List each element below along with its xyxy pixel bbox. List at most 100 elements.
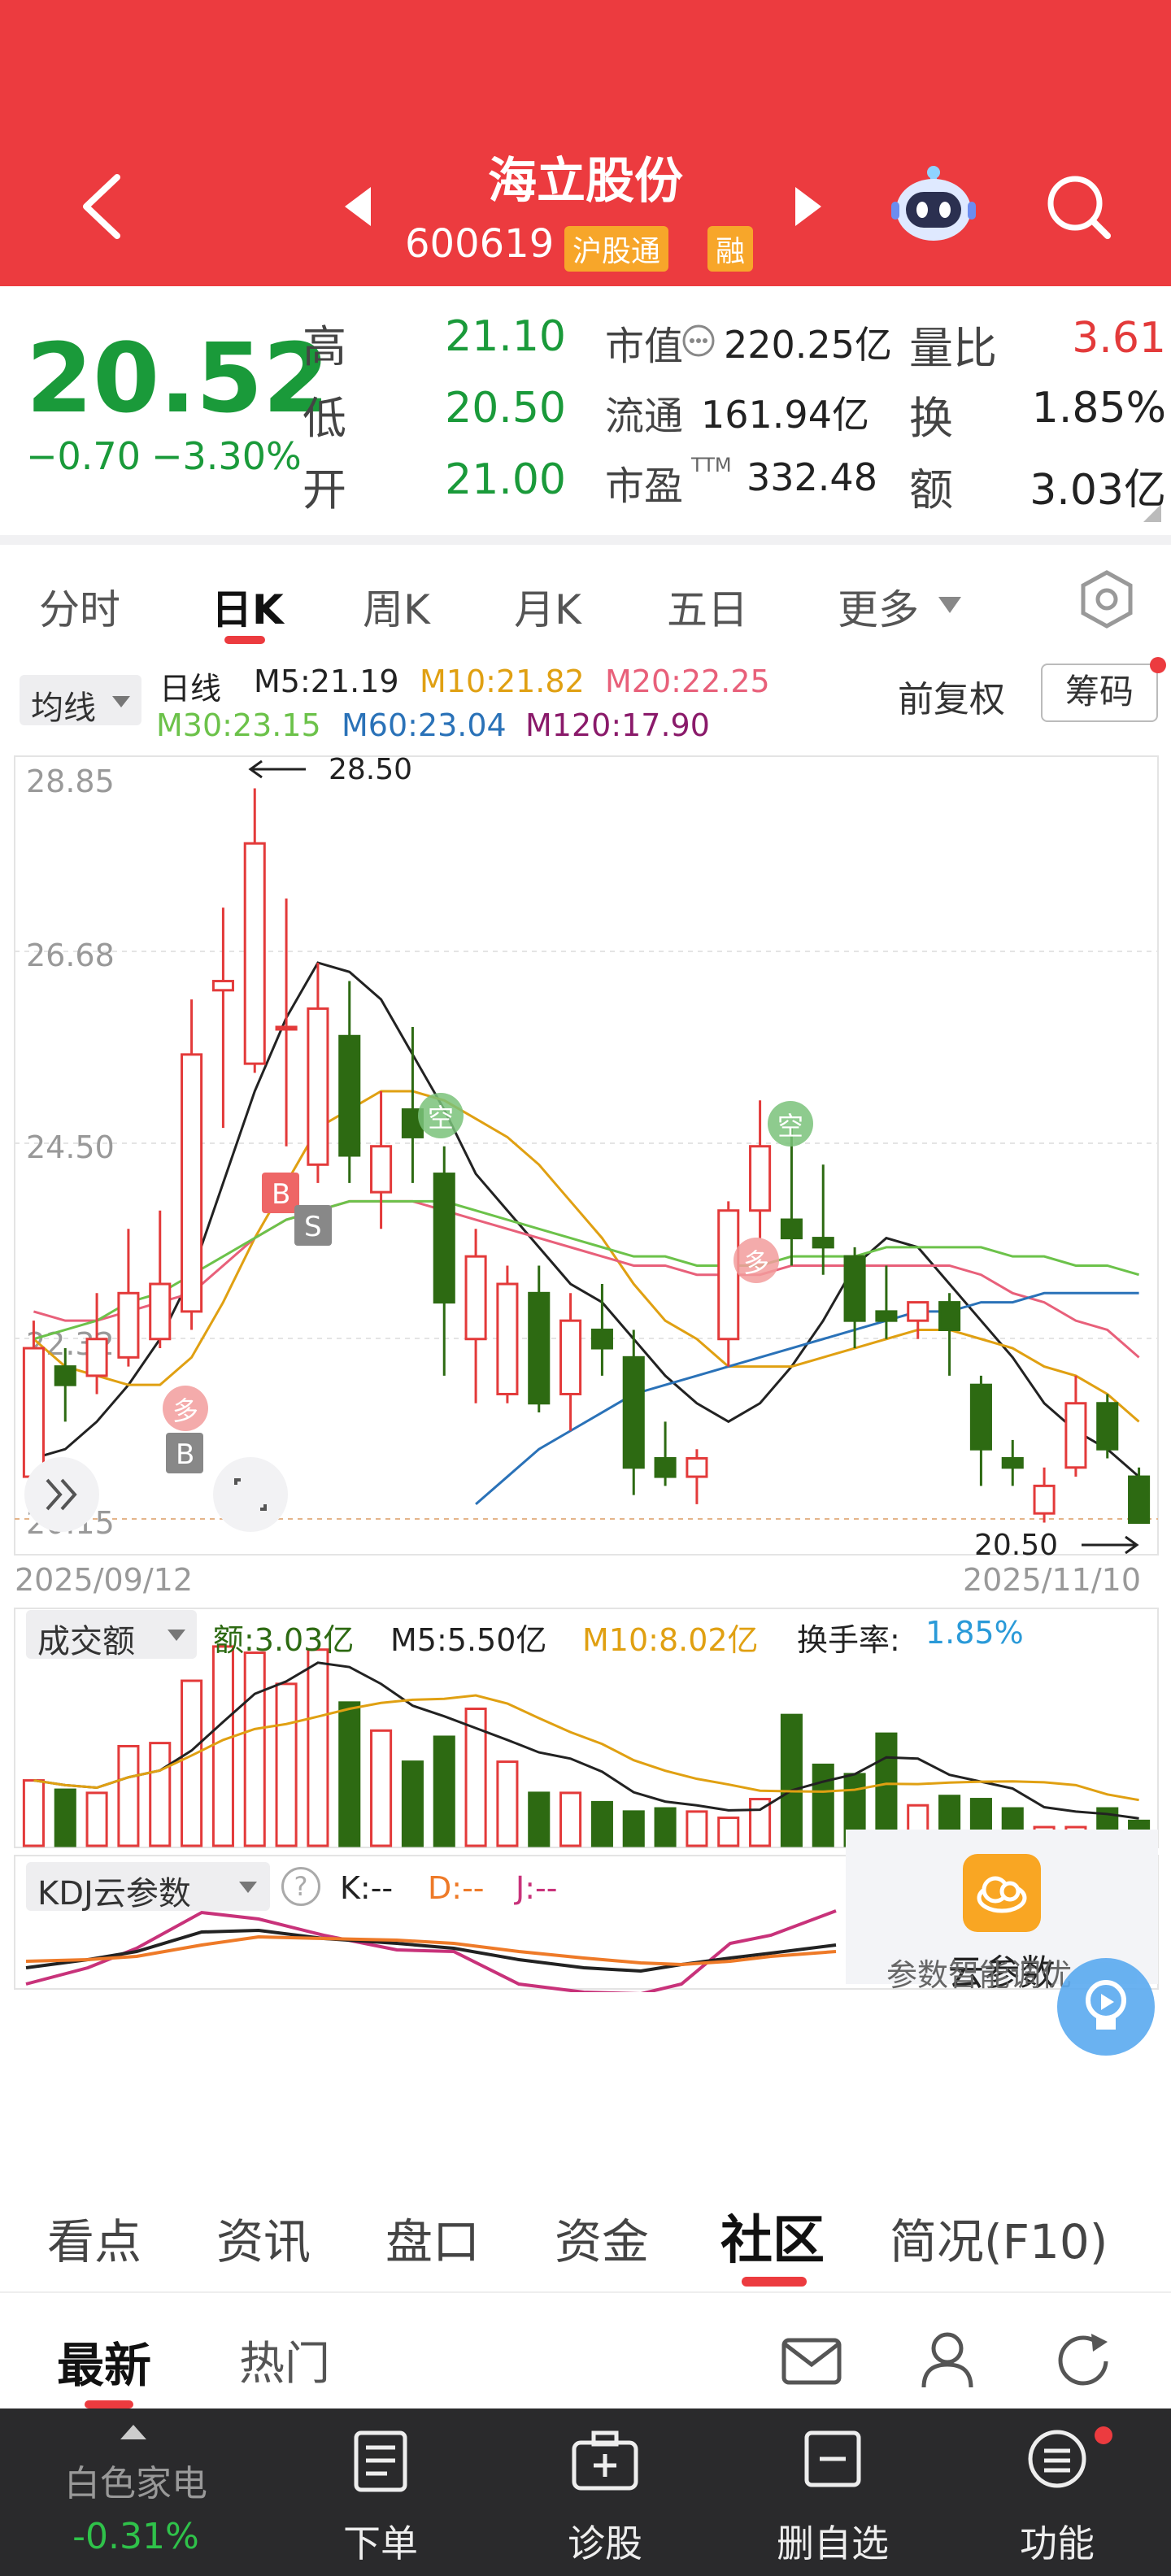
tab-yuek[interactable]: 月K [514,586,581,633]
turnover-rate-label: 换手率: [797,1622,900,1658]
user-icon[interactable] [919,2330,976,2391]
open-label: 开 [303,464,346,516]
tab-f10[interactable]: 简况(F10) [890,2214,1108,2269]
kong-signal-1-label: 空 [428,1103,454,1134]
sell-signal [294,1205,332,1246]
search-icon[interactable] [1044,172,1112,241]
candle [969,1375,992,1486]
kong-signal-2 [768,1101,813,1147]
volume-bar [622,1810,645,1847]
prev-stock-icon[interactable] [342,185,374,228]
volume-ratio-label: 量比 [909,323,997,374]
quote-panel: 20.52 −0.70 −3.30% 高 低 开 21.10 20.50 21.… [0,286,1171,535]
kdj-j-line [25,1909,837,1992]
ma30-legend: M30:23.15 [156,707,321,743]
float-label: 流通 [605,394,684,439]
tab-rik[interactable]: 日K [211,586,284,633]
pe-label: 市盈 [605,463,684,509]
adjust-selector[interactable]: 前复权 [898,679,1005,720]
nav-order[interactable]: 下单 [299,2408,462,2576]
tab-hot[interactable]: 热门 [239,2338,330,2391]
ma-line-m20 [33,1199,1140,1359]
amount-value: 3.03亿 [1030,466,1166,515]
tab-pankou[interactable]: 盘口 [385,2214,481,2269]
mail-icon[interactable] [781,2337,842,2386]
date-start: 2025/09/12 [15,1562,193,1598]
community-subbar: 最新 热门 [0,2295,1171,2408]
tab-kandian[interactable]: 看点 [47,2214,142,2269]
volume-bar [401,1760,424,1847]
stock-name: 海立股份 [488,153,683,210]
cloud-icon [963,1854,1041,1932]
settings-icon[interactable] [1077,569,1137,629]
info-tabs: 看点 资讯 盘口 资金 社区 简况(F10) [0,2163,1171,2293]
candle [938,1293,961,1376]
candle [686,1449,708,1504]
volume-bar [275,1682,298,1847]
tab-fenshi[interactable]: 分时 [39,586,120,633]
candle [590,1284,613,1376]
nav-diagnose[interactable]: 诊股 [524,2408,686,2576]
tab-shequ[interactable]: 社区 [720,2211,825,2271]
back-icon[interactable] [78,172,127,241]
kdj-d-line [25,1934,837,1967]
tab-wuri[interactable]: 五日 [667,586,748,633]
mcap-value: 220.25亿 [724,323,892,367]
volume-bar [496,1760,519,1847]
buy-signal [262,1173,299,1213]
volume-selector[interactable]: 成交额 [26,1610,197,1660]
candle [1033,1467,1056,1523]
expand-corner-icon[interactable] [1143,504,1161,522]
y-tick-top: 28.85 [26,764,115,799]
candle [338,981,361,1183]
kong-signal-1 [418,1093,464,1138]
sector-name[interactable]: 白色家电 [64,2463,207,2504]
candle [1128,1467,1151,1524]
info-icon[interactable] [681,324,716,358]
lightbulb-button[interactable] [1057,1958,1155,2056]
kdj-selector[interactable]: KDJ云参数 [26,1862,270,1912]
nav-remove-watch[interactable]: 删自选 [751,2408,914,2576]
buy-signal-2 [166,1433,203,1473]
high-value: 21.10 [445,312,566,361]
kline-chart[interactable]: 28.85 26.68 24.50 22.32 20.15 28.50 20.5… [0,740,1171,1992]
chevron-up-icon[interactable] [119,2423,148,2441]
refresh-icon[interactable] [1054,2332,1116,2391]
amount-label: 额 [909,464,953,516]
tab-zijin[interactable]: 资金 [555,2214,650,2269]
lightbulb-icon [1086,1980,1126,2030]
stock-code: 600619 [405,221,555,267]
y-tick-3: 24.50 [26,1129,115,1165]
duo-signal-1 [163,1386,208,1431]
ma-selector[interactable]: 均线 [20,675,141,727]
volume-bar [780,1713,803,1847]
ma120-legend: M120:17.90 [525,707,710,743]
ma-line-m10 [33,1090,1140,1423]
volume-bar [875,1732,898,1847]
cloud-params-card[interactable]: 云参数 [846,1830,1158,1994]
nav-functions[interactable]: 功能 [976,2408,1138,2576]
buy-signal-label: B [272,1178,290,1211]
robot-assistant-icon[interactable] [891,161,976,246]
help-icon[interactable]: ? [281,1867,320,1906]
tab-zhouk[interactable]: 周K [363,586,430,633]
period-tabs: 分时 日K 周K 月K 五日 更多 [0,545,1171,649]
tab-latest[interactable]: 最新 [57,2338,152,2393]
high-label: 高 [303,321,346,372]
candle [1001,1439,1024,1486]
diagnose-icon [572,2430,638,2491]
pe-value: 332.48 [747,455,877,499]
duo-signal-2 [734,1238,779,1283]
chevron-down-icon [112,696,130,707]
fullscreen-button[interactable] [213,1457,288,1532]
next-stock-icon[interactable] [792,185,825,228]
tab-more[interactable]: 更多 [838,586,919,633]
ma-line-m60 [475,1291,1139,1506]
vol-ma10: M10:8.02亿 [582,1622,759,1658]
tab-zixun[interactable]: 资讯 [216,2214,311,2269]
nav-order-label: 下单 [343,2522,418,2565]
chip-button[interactable]: 筹码 [1041,664,1158,722]
y-tick-2: 26.68 [26,938,115,973]
candle [812,1164,834,1275]
candle [243,788,266,1073]
